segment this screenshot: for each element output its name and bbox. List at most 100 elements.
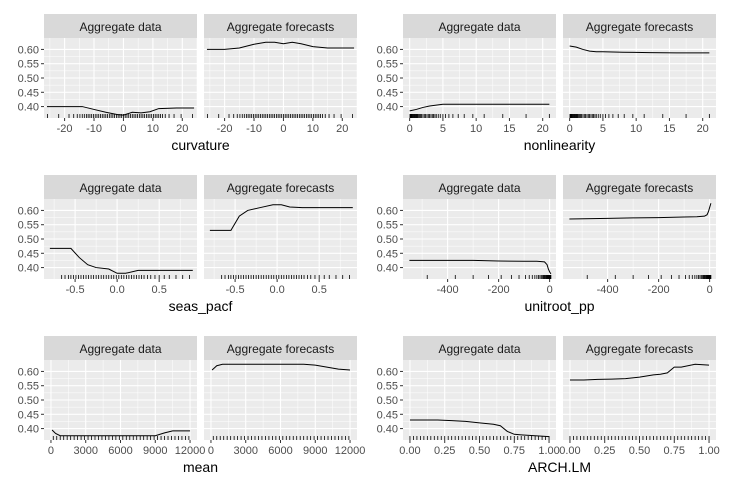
facet-strip xyxy=(44,336,197,360)
facet-strip xyxy=(563,14,716,38)
x-tick-label: 6000 xyxy=(108,445,132,457)
x-tick-label: 12000 xyxy=(335,445,366,457)
facet-strip xyxy=(204,14,357,38)
x-tick-label: 1.00 xyxy=(698,445,719,457)
facet-panel: Aggregate data -400 -200 0 0.40 0.45 0.50 0.55 0… xyxy=(377,175,556,296)
y-tick-label: 0.55 xyxy=(377,381,398,393)
facet-strip xyxy=(44,14,197,38)
facet-panel: Aggregate data 0.00 0.25 0.50 0.75 1.00 0.40 0.… xyxy=(377,336,560,457)
y-tick-label: 0.60 xyxy=(377,205,398,217)
x-tick-label: -400 xyxy=(437,284,459,296)
x-tick-label: 10 xyxy=(470,123,482,135)
x-tick-label: 10 xyxy=(307,123,319,135)
x-tick-label: 0.5 xyxy=(312,284,327,296)
x-tick-label: -200 xyxy=(648,284,670,296)
x-tick-label: 6000 xyxy=(268,445,292,457)
x-tick-label: 15 xyxy=(503,123,515,135)
x-tick-label: 3000 xyxy=(73,445,97,457)
y-tick-label: 0.40 xyxy=(377,263,398,275)
x-tick-label: 12000 xyxy=(175,445,206,457)
chart-unitroot-pp: Aggregate data -400 -200 0 0.40 0.45 0.50 0.55 0… xyxy=(377,175,716,314)
x-tick-label: 0 xyxy=(48,445,54,457)
y-tick-label: 0.55 xyxy=(18,381,39,393)
facet-strip xyxy=(403,175,556,199)
facet-strip-label: Aggregate data xyxy=(438,181,520,195)
y-tick-label: 0.50 xyxy=(18,234,39,246)
facet-strip xyxy=(44,175,197,199)
x-axis-title: mean xyxy=(183,459,218,475)
series-line xyxy=(409,419,550,438)
y-tick-label: 0.50 xyxy=(377,395,398,407)
facet-strip-label: Aggregate data xyxy=(438,20,520,34)
x-tick-label: 0.50 xyxy=(469,445,490,457)
y-tick-label: 0.45 xyxy=(377,87,398,99)
x-tick-label: 0.75 xyxy=(664,445,685,457)
y-tick-label: 0.45 xyxy=(18,248,39,260)
series-line xyxy=(569,45,710,54)
facet-strip xyxy=(563,336,716,360)
facet-strip xyxy=(563,175,716,199)
facet-panel: Aggregate forecasts -400 -200 0 xyxy=(563,175,716,296)
facet-panel: Aggregate data -0.5 0.0 0.5 0.40 0.45 0.50 0.55… xyxy=(18,175,197,296)
x-tick-label: -0.5 xyxy=(226,284,245,296)
x-axis-title: nonlinearity xyxy=(524,137,596,153)
x-tick-label: 0.0 xyxy=(269,284,284,296)
facet-strip xyxy=(204,175,357,199)
series-line xyxy=(409,103,550,112)
series-line xyxy=(409,259,552,275)
y-tick-label: 0.55 xyxy=(18,220,39,232)
x-tick-label: 0 xyxy=(407,123,413,135)
y-tick-label: 0.45 xyxy=(18,409,39,421)
x-tick-label: 20 xyxy=(697,123,709,135)
x-tick-label: 9000 xyxy=(303,445,327,457)
x-axis-title: seas_pacf xyxy=(169,298,233,314)
x-tick-label: 0 xyxy=(208,445,214,457)
series-line xyxy=(49,247,193,274)
facet-strip-label: Aggregate data xyxy=(438,342,520,356)
facet-panel: Aggregate forecasts -0.5 0.0 0.5 xyxy=(204,175,357,296)
y-tick-label: 0.40 xyxy=(18,263,39,275)
x-tick-label: 0.50 xyxy=(629,445,650,457)
x-tick-label: 0.00 xyxy=(399,445,420,457)
x-tick-label: 10 xyxy=(147,123,159,135)
facet-strip xyxy=(204,336,357,360)
x-tick-label: 20 xyxy=(336,123,348,135)
y-tick-label: 0.40 xyxy=(377,102,398,114)
facet-strip-label: Aggregate forecasts xyxy=(227,342,334,356)
y-tick-label: 0.45 xyxy=(377,409,398,421)
series-line xyxy=(209,204,353,231)
y-tick-label: 0.40 xyxy=(18,424,39,436)
facet-panel: Aggregate forecasts 0 5 10 15 20 xyxy=(563,14,716,135)
facet-strip-label: Aggregate forecasts xyxy=(586,181,693,195)
x-tick-label: 9000 xyxy=(143,445,167,457)
x-tick-label: 3000 xyxy=(233,445,257,457)
chart-curvature: Aggregate data -20 -10 0 10 20 0.40 0.45 0.50 0.5… xyxy=(18,14,358,153)
series-line xyxy=(211,363,351,371)
x-tick-label: 20 xyxy=(537,123,549,135)
facet-strip-label: Aggregate forecasts xyxy=(586,342,693,356)
x-tick-label: 0.00 xyxy=(559,445,580,457)
x-tick-label: -10 xyxy=(246,123,262,135)
y-tick-label: 0.45 xyxy=(377,248,398,260)
series-line xyxy=(46,106,195,116)
y-tick-label: 0.60 xyxy=(18,366,39,378)
facet-strip-label: Aggregate data xyxy=(79,342,161,356)
x-tick-label: 5 xyxy=(440,123,446,135)
x-tick-label: -200 xyxy=(488,284,510,296)
y-tick-label: 0.40 xyxy=(18,102,39,114)
x-tick-label: -20 xyxy=(217,123,233,135)
series-line xyxy=(569,363,710,381)
x-tick-label: 5 xyxy=(600,123,606,135)
x-tick-label: -0.5 xyxy=(66,284,85,296)
x-axis-title: curvature xyxy=(171,137,230,153)
y-tick-label: 0.50 xyxy=(18,73,39,85)
x-tick-label: 0 xyxy=(567,123,573,135)
y-tick-label: 0.60 xyxy=(377,366,398,378)
chart-mean: Aggregate data 0 3000 6000 9000 12000 0.40 0.45… xyxy=(18,336,366,475)
x-tick-label: -20 xyxy=(57,123,73,135)
x-tick-label: 0 xyxy=(280,123,286,135)
facet-panel: Aggregate data -20 -10 0 10 20 0.40 0.45 0.50 0.5… xyxy=(18,14,198,135)
facet-strip-label: Aggregate forecasts xyxy=(586,20,693,34)
facet-strip-label: Aggregate forecasts xyxy=(227,20,334,34)
